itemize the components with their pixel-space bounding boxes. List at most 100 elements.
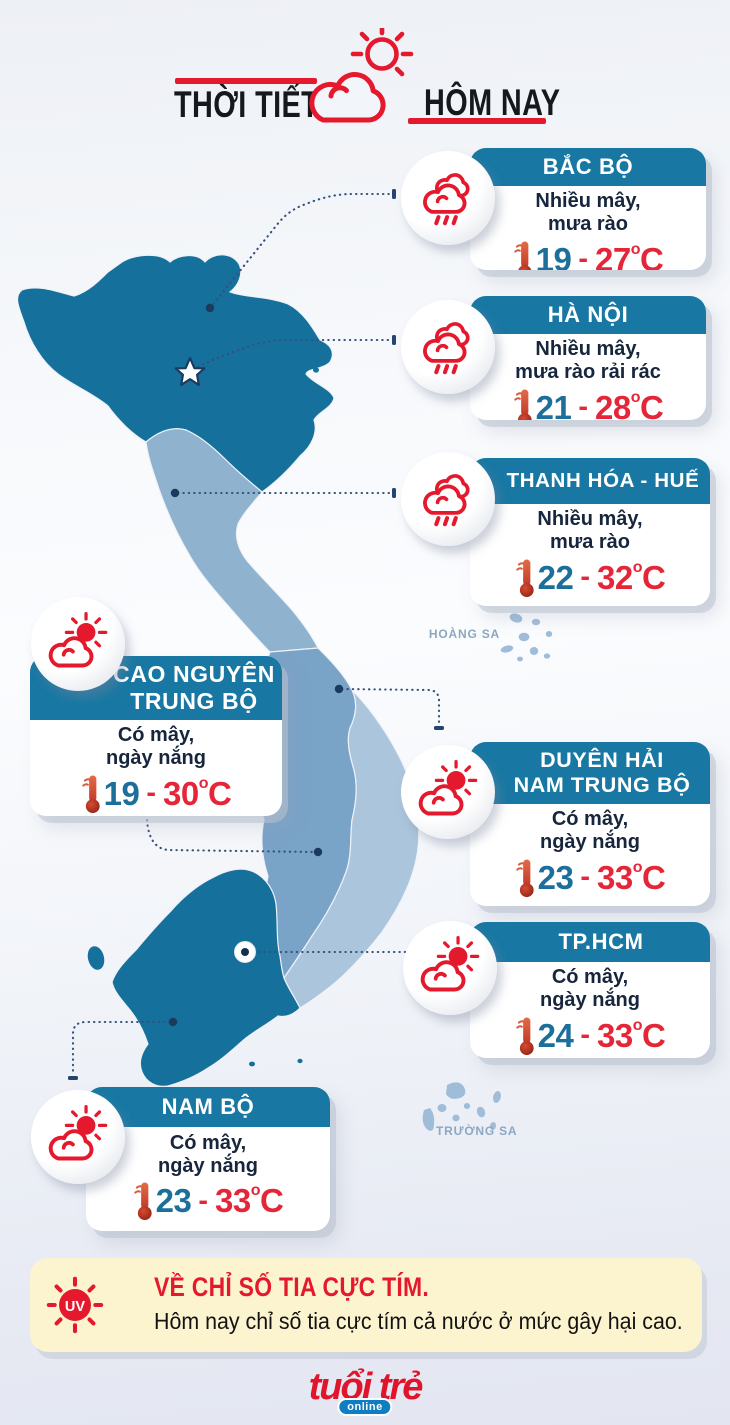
region-title: HÀ NỘI bbox=[470, 296, 706, 334]
weather-badge-tp-hcm bbox=[403, 921, 497, 1015]
region-title: NAM BỘ bbox=[86, 1087, 330, 1127]
rain-cloud-icon bbox=[423, 474, 470, 527]
title-sun-cloud-icon bbox=[309, 28, 414, 123]
map-hoang-sa-islets bbox=[500, 613, 553, 662]
region-title-text: HÀ NỘI bbox=[547, 302, 629, 328]
hanoi-star-marker bbox=[174, 356, 206, 386]
region-title: TP.HCM bbox=[470, 922, 710, 962]
temp-high: 33 o C bbox=[215, 1182, 284, 1220]
temp-low: 24 bbox=[537, 1016, 574, 1054]
sun-cloud-icon bbox=[48, 1104, 108, 1161]
temperature-row: 19 - 27 o C bbox=[513, 239, 664, 270]
temp-low: 22 bbox=[537, 558, 574, 596]
map-dot-cao-nguyen bbox=[313, 847, 323, 857]
region-title-text: BẮC BỘ bbox=[542, 154, 634, 180]
region-title-text: TP.HCM bbox=[558, 929, 644, 955]
map-south-islets bbox=[87, 946, 303, 1067]
temperature-row: 23 - 33 o C bbox=[133, 1180, 284, 1222]
region-title: BẮC BỘ bbox=[470, 148, 706, 186]
thermometer-icon bbox=[515, 1017, 534, 1055]
temperature-row: 24 - 33 o C bbox=[515, 1015, 666, 1057]
temp-low: 19 bbox=[535, 240, 572, 270]
connector-cao-nguyen bbox=[145, 818, 315, 854]
temp-high: 27 o C bbox=[595, 240, 664, 270]
region-title-line1: DUYÊN HẢI bbox=[540, 748, 664, 773]
weather-badge-ha-noi bbox=[401, 300, 495, 394]
uv-badge-text: UV bbox=[65, 1299, 85, 1315]
map-truong-sa-islets bbox=[422, 1082, 501, 1131]
map-dot-bac-bo bbox=[205, 303, 215, 313]
connector-bac-bo bbox=[208, 192, 392, 310]
rain-cloud-icon bbox=[423, 322, 470, 375]
temp-high: 33 o C bbox=[597, 858, 666, 896]
weather-card-thanh-hoa-hue: THANH HÓA - HUẾ Nhiều mây, mưa rào 22 - 3… bbox=[470, 458, 710, 606]
temp-low: 19 bbox=[103, 774, 140, 812]
region-title: DUYÊN HẢI NAM TRUNG BỘ bbox=[470, 742, 710, 804]
title-red-bar-left bbox=[175, 78, 317, 84]
temperature-row: 22 - 32 o C bbox=[515, 557, 666, 599]
temp-high: 32 o C bbox=[597, 558, 666, 596]
title-red-bar-right bbox=[408, 118, 546, 124]
temp-low: 23 bbox=[155, 1182, 192, 1220]
sun-cloud-icon bbox=[48, 611, 108, 668]
map-region-north bbox=[16, 254, 335, 493]
weather-description: Nhiều mây, mưa rào bbox=[535, 190, 641, 235]
sun-cloud-icon bbox=[420, 935, 480, 992]
weather-description: Nhiều mây, mưa rào rải rác bbox=[515, 338, 661, 383]
region-title-text: NAM BỘ bbox=[161, 1094, 255, 1120]
map-dot-thanh-hoa bbox=[170, 488, 180, 498]
temperature-row: 19 - 30 o C bbox=[81, 773, 232, 815]
region-title: THANH HÓA - HUẾ bbox=[470, 458, 710, 504]
sun-cloud-icon bbox=[418, 759, 478, 816]
temperature-row: 21 - 28 o C bbox=[513, 387, 664, 420]
weather-description: Nhiều mây, mưa rào bbox=[537, 508, 643, 553]
weather-description: Có mây, ngày nắng bbox=[105, 724, 206, 769]
hoang-sa-label: HOÀNG SA bbox=[428, 627, 500, 641]
temp-high: 33 o C bbox=[597, 1016, 666, 1054]
uv-title: VỀ CHỈ SỐ TIA CỰC TÍM. bbox=[154, 1272, 429, 1302]
region-title-line2: TRUNG BỘ bbox=[130, 688, 258, 714]
weather-description: Có mây, ngày nắng bbox=[539, 966, 640, 1011]
region-title-line1: CAO NGUYÊN bbox=[113, 661, 275, 688]
rain-cloud-icon bbox=[423, 173, 470, 226]
map-region-south bbox=[111, 868, 301, 1087]
weather-description: Có mây, ngày nắng bbox=[157, 1131, 258, 1177]
connector-ha-noi bbox=[191, 338, 392, 371]
thermometer-icon bbox=[513, 389, 532, 420]
temperature-row: 23 - 33 o C bbox=[515, 857, 666, 899]
weather-badge-duyen-hai bbox=[401, 745, 495, 839]
weather-card-ha-noi: HÀ NỘI Nhiều mây, mưa rào rải rác 21 - 28… bbox=[470, 296, 706, 420]
weather-card-nam-bo: NAM BỘ Có mây, ngày nắng 23 - 33 o C bbox=[86, 1087, 330, 1231]
temp-high: 30 o C bbox=[163, 774, 232, 812]
temp-high: 28 o C bbox=[595, 388, 664, 420]
page-title-left: THỜI TIẾT bbox=[174, 84, 320, 125]
thermometer-icon bbox=[133, 1182, 152, 1221]
weather-card-tp-hcm: TP.HCM Có mây, ngày nắng 24 - 33 o C bbox=[470, 922, 710, 1058]
truong-sa-label: TRƯỜNG SA bbox=[436, 1124, 518, 1138]
weather-card-bac-bo: BẮC BỘ Nhiều mây, mưa rào 19 - 27 o C bbox=[470, 148, 706, 270]
weather-badge-cao-nguyen bbox=[31, 597, 125, 691]
map-dot-duyen-hai bbox=[334, 684, 344, 694]
weather-description: Có mây, ngày nắng bbox=[539, 808, 640, 853]
weather-badge-thanh-hoa-hue bbox=[401, 452, 495, 546]
temp-low: 23 bbox=[537, 858, 574, 896]
region-title-line2: NAM TRUNG BỘ bbox=[513, 773, 691, 797]
connector-duyen-hai bbox=[340, 687, 441, 726]
uv-index-panel: UV VỀ CHỈ SỐ TIA CỰC TÍM. Hôm nay chỉ số… bbox=[30, 1258, 702, 1352]
tphcm-marker bbox=[234, 941, 256, 963]
weather-badge-bac-bo bbox=[401, 151, 495, 245]
temp-low: 21 bbox=[535, 388, 572, 420]
page-title-right: HÔM NAY bbox=[424, 82, 561, 123]
region-title-text: THANH HÓA - HUẾ bbox=[506, 469, 700, 493]
thermometer-icon bbox=[515, 559, 534, 597]
thermometer-icon bbox=[81, 775, 100, 813]
uv-sun-icon: UV bbox=[46, 1276, 104, 1334]
uv-text: Hôm nay chỉ số tia cực tím cả nước ở mức… bbox=[154, 1308, 683, 1334]
map-dot-nam-bo bbox=[168, 1017, 178, 1027]
weather-card-duyen-hai: DUYÊN HẢI NAM TRUNG BỘ Có mây, ngày nắng … bbox=[470, 742, 710, 906]
map-region-thanh-hoa-hue bbox=[145, 428, 319, 653]
weather-badge-nam-bo bbox=[31, 1090, 125, 1184]
thermometer-icon bbox=[513, 241, 532, 270]
